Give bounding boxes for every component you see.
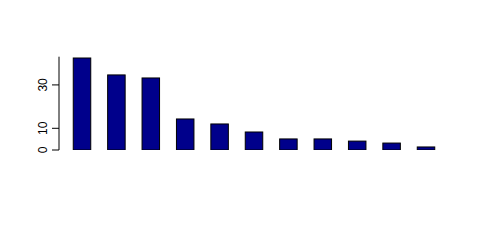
y-tick: [52, 150, 59, 151]
bar: [383, 143, 401, 150]
y-axis-line: [59, 57, 60, 150]
y-tick: [52, 128, 59, 129]
bar: [108, 75, 126, 150]
bar: [245, 132, 263, 150]
y-tick-label: 0: [36, 146, 50, 153]
bar: [142, 78, 160, 150]
y-tick-label: 30: [36, 78, 50, 92]
bar: [176, 119, 194, 150]
y-tick: [52, 84, 59, 85]
bar: [211, 124, 229, 150]
bars: [73, 58, 435, 150]
bar: [348, 141, 366, 150]
chart: 0 10 30: [0, 0, 480, 225]
bar: [417, 147, 435, 150]
bar: [73, 58, 91, 150]
bar: [314, 139, 332, 150]
bar: [280, 139, 298, 150]
y-tick-label: 10: [36, 121, 50, 135]
